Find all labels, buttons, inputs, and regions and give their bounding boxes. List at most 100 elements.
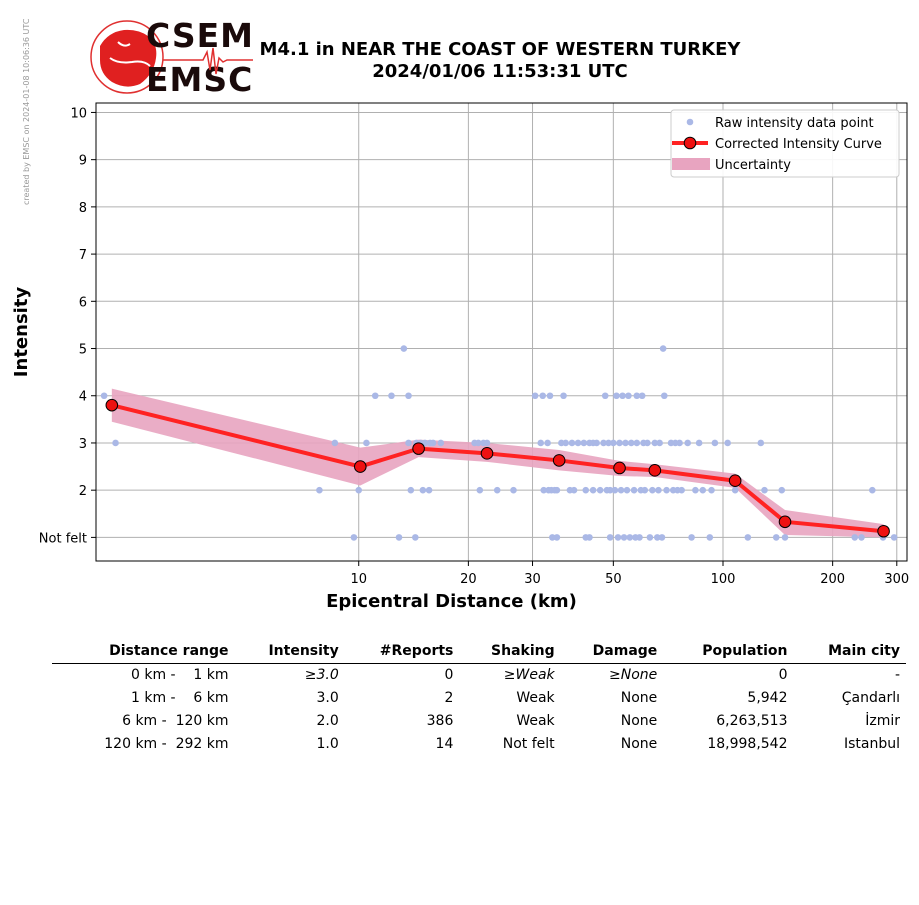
raw-data-point (630, 486, 638, 494)
raw-data-point (656, 439, 663, 447)
x-tick-label: 100 (711, 572, 736, 587)
raw-data-point (483, 439, 491, 447)
x-tick-label: 300 (884, 572, 909, 587)
raw-data-point (858, 534, 865, 541)
raw-data-point (586, 534, 593, 541)
header-intensity: Intensity (234, 640, 345, 664)
header-city: Main city (793, 640, 906, 664)
raw-data-point (633, 392, 641, 400)
curve-point (648, 464, 662, 477)
cell-range: 6 km - 120 km (122, 713, 229, 729)
raw-data-point (653, 534, 661, 541)
y-tick-label: 7 (79, 248, 87, 263)
cell-shaking: Weak (516, 713, 555, 729)
raw-data-point (593, 439, 600, 447)
logo-text-csem: CSEM (146, 16, 254, 55)
raw-data-point (638, 392, 646, 400)
curve-point (778, 515, 792, 529)
raw-data-point (437, 439, 445, 447)
cell-population: 18,998,542 (707, 736, 788, 752)
raw-data-point (660, 392, 668, 400)
cell-range: 1 km - 6 km (131, 690, 229, 706)
raw-data-point (757, 439, 765, 447)
cell-range: 0 km - 1 km (131, 667, 229, 683)
raw-data-point (553, 486, 561, 494)
header-distance: Distance range (52, 640, 235, 664)
raw-data-point (570, 486, 578, 494)
chart-subtitle: 2024/01/06 11:53:31 UTC (372, 61, 628, 82)
raw-data-point (626, 534, 634, 541)
raw-data-point (539, 392, 547, 400)
emsc-logo: CSEM EMSC (88, 16, 258, 99)
raw-data-point (617, 486, 625, 494)
cell-population: 0 (778, 667, 788, 683)
raw-data-point (331, 439, 339, 447)
cell-damage: ≥None (609, 667, 658, 683)
cell-intensity: ≥3.0 (304, 667, 339, 683)
raw-data-point (316, 486, 323, 494)
raw-data-point (695, 439, 703, 447)
raw-data-point (537, 439, 545, 447)
legend-raw-marker (686, 118, 694, 126)
cell-damage: None (620, 736, 658, 752)
raw-data-point (568, 439, 576, 447)
curve-point (552, 454, 566, 467)
plot-frame (95, 102, 908, 562)
uncertainty-band (111, 388, 884, 538)
raw-data-point (600, 439, 607, 447)
x-tick-label: 10 (350, 572, 367, 587)
raw-data-point (476, 486, 484, 494)
cell-city: Çandarlı (841, 690, 900, 706)
raw-data-point (869, 486, 876, 494)
raw-data-point (355, 486, 363, 494)
raw-data-point (663, 486, 670, 494)
raw-data-point (708, 486, 715, 494)
raw-data-point (429, 439, 437, 447)
cell-intensity: 2.0 (316, 713, 339, 729)
cell-reports: 386 (426, 713, 454, 729)
cell-city: İzmir (865, 713, 900, 729)
raw-data-point (350, 534, 358, 541)
cell-city: - (894, 667, 900, 683)
x-tick-label: 200 (820, 572, 845, 587)
legend-uncertainty-label: Uncertainty (715, 158, 791, 173)
header-reports: #Reports (344, 640, 460, 664)
raw-data-point (781, 534, 789, 541)
cell-intensity: 3.0 (316, 690, 339, 706)
raw-data-point (606, 486, 614, 494)
raw-data-point (560, 392, 567, 400)
x-axis-label: Epicentral Distance (km) (326, 591, 577, 612)
raw-data-point (582, 486, 590, 494)
cell-reports: 2 (444, 690, 454, 706)
raw-data-point (419, 486, 427, 494)
raw-data-point (616, 439, 623, 447)
raw-data-point (425, 486, 433, 494)
raw-data-point (778, 486, 786, 494)
y-tick-label: 6 (79, 295, 87, 310)
raw-data-point (395, 534, 403, 541)
header-shaking: Shaking (459, 640, 561, 664)
raw-data-point (363, 439, 370, 447)
cell-shaking: Weak (516, 690, 555, 706)
raw-data-point (646, 534, 654, 541)
raw-data-point (772, 534, 780, 541)
raw-data-point (475, 439, 482, 447)
curve-point (877, 524, 890, 538)
raw-data-point (655, 486, 662, 494)
table-row: 0 km - 1 km ≥3.0 0 ≥Weak ≥None 0 - (52, 664, 906, 688)
raw-data-point (540, 486, 548, 494)
raw-data-point (688, 534, 695, 541)
raw-data-point (627, 439, 635, 447)
raw-data-point (636, 534, 643, 541)
raw-data-point (605, 439, 612, 447)
legend: Raw intensity data point Corrected Intens… (670, 109, 900, 178)
x-tick-label: 20 (460, 572, 477, 587)
cell-reports: 0 (444, 667, 454, 683)
raw-data-point (678, 486, 685, 494)
raw-data-point (649, 486, 656, 494)
raw-data-point (692, 486, 699, 494)
raw-data-point (724, 439, 731, 447)
raw-data-point (405, 439, 412, 447)
cell-shaking: Not felt (502, 736, 555, 752)
raw-data-point (596, 486, 604, 494)
